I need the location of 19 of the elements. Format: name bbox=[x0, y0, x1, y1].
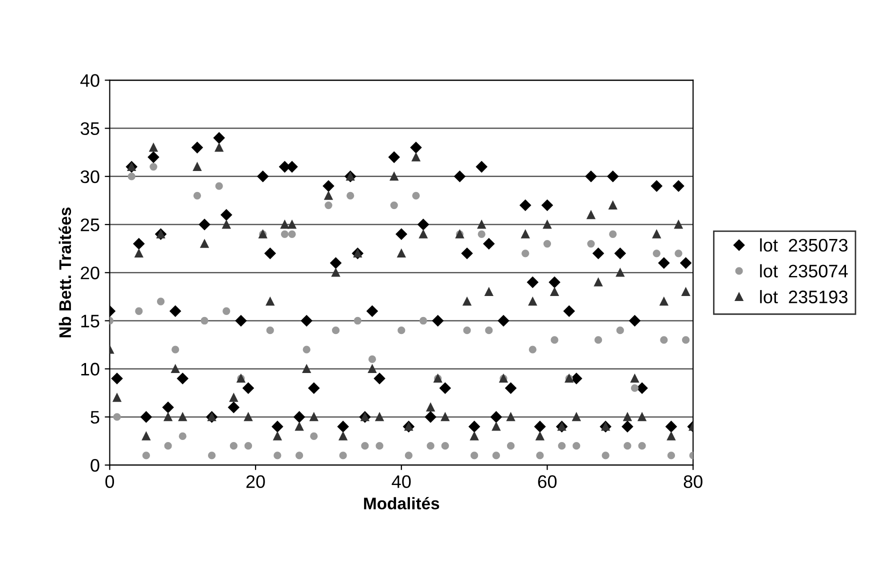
y-tick-label: 15 bbox=[81, 314, 100, 328]
legend-label: lot 235073 bbox=[760, 238, 848, 252]
x-tick-label: 60 bbox=[538, 475, 557, 488]
x-tick-label: 40 bbox=[392, 475, 411, 488]
x-tick-label: 20 bbox=[246, 475, 265, 488]
y-tick-label: 0 bbox=[90, 458, 100, 472]
legend-label: lot 235193 bbox=[760, 290, 848, 304]
y-tick-label: 10 bbox=[81, 362, 100, 376]
y-tick-label: 25 bbox=[80, 218, 100, 232]
y-axis-title: Nb Bett. Traitées bbox=[58, 208, 72, 338]
legend-label: lot 235074 bbox=[760, 264, 848, 278]
y-tick-label: 40 bbox=[80, 74, 100, 87]
y-tick-label: 35 bbox=[80, 122, 100, 136]
y-tick-label: 20 bbox=[80, 266, 100, 280]
y-tick-label: 30 bbox=[80, 170, 100, 184]
x-tick-label: 0 bbox=[105, 475, 114, 488]
x-tick-label: 80 bbox=[684, 475, 702, 488]
y-tick-label: 5 bbox=[90, 411, 100, 424]
x-axis-title: Modalités bbox=[364, 497, 440, 510]
